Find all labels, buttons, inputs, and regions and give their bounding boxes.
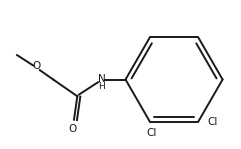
Text: Cl: Cl [146, 128, 157, 138]
Text: H: H [98, 82, 105, 91]
Text: N: N [98, 73, 105, 84]
Text: Cl: Cl [208, 117, 218, 127]
Text: O: O [68, 124, 76, 134]
Text: O: O [32, 61, 41, 71]
